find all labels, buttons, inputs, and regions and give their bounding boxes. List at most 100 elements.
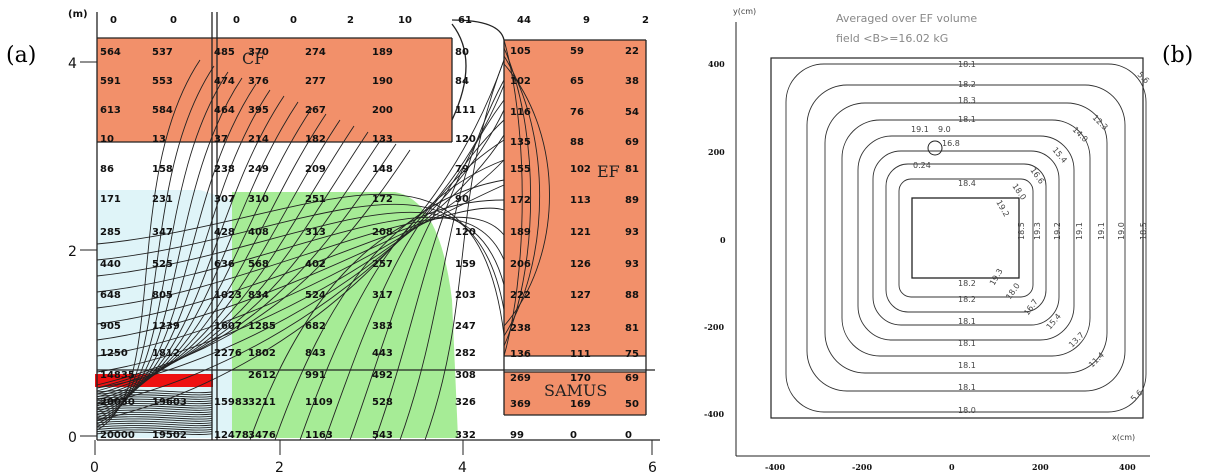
y-tick-label: 0: [720, 235, 726, 245]
field-value: 383: [372, 321, 393, 332]
contour-label: 18.1: [958, 115, 976, 124]
field-value: 93: [625, 227, 639, 238]
field-line: [96, 137, 383, 392]
field-value: 80: [455, 47, 469, 58]
field-value: 402: [305, 259, 326, 270]
left-y-axis: 0 2 4: [68, 56, 97, 446]
field-value: 0: [233, 15, 240, 26]
field-value: 182: [305, 134, 326, 145]
right-panel: (b) y(cm) x(cm) Averaged over EF volume …: [704, 7, 1193, 472]
field-value: 19603: [152, 397, 187, 408]
field-value: 170: [570, 373, 591, 384]
left-panel: (a) 0 0 0 0 2 10 61 44: [6, 9, 660, 476]
contour-label: 18.2: [958, 295, 976, 304]
contour-line: [824, 102, 1108, 374]
field-value: 326: [455, 397, 476, 408]
field-line: [96, 409, 213, 413]
field-value: 1607: [214, 321, 242, 332]
field-value: 332: [455, 430, 476, 441]
field-value: 584: [152, 105, 173, 116]
field-value: 120: [455, 227, 476, 238]
field-value: 805: [152, 290, 173, 301]
field-value: 485: [214, 47, 235, 58]
contour-label: 18.2: [958, 80, 976, 89]
field-value: 313: [305, 227, 326, 238]
field-line: [96, 113, 327, 404]
field-value: 12478: [214, 430, 249, 441]
field-line: [299, 159, 505, 441]
field-line: [96, 207, 505, 325]
field-value: 464: [214, 105, 235, 116]
y-tick-label: -400: [704, 409, 724, 419]
field-value: 203: [455, 290, 476, 301]
y-tick-label: 400: [708, 59, 725, 69]
field-line: [96, 125, 355, 398]
field-value: 105: [510, 46, 531, 57]
chart-title-line1: Averaged over EF volume: [836, 12, 977, 25]
field-value: 15983: [214, 397, 249, 408]
field-value: 88: [625, 290, 639, 301]
y-tick-label: 4: [68, 56, 77, 72]
field-value: 1239: [152, 321, 180, 332]
field-value: 10: [100, 134, 114, 145]
field-value: 443: [372, 348, 393, 359]
field-value: 121: [570, 227, 591, 238]
field-value: 123: [570, 323, 591, 334]
field-value: 0: [170, 15, 177, 26]
field-value: 116: [510, 107, 531, 118]
field-value: 0: [110, 15, 117, 26]
field-value: 189: [372, 47, 393, 58]
field-value: 206: [510, 259, 531, 270]
field-value: 135: [510, 137, 531, 148]
field-value: 440: [100, 259, 121, 270]
field-value: 102: [570, 164, 591, 175]
field-line: [96, 211, 505, 286]
contour-label: 0.24: [913, 161, 931, 170]
cf-label: CF: [242, 49, 265, 68]
field-value: 3476: [248, 430, 276, 441]
field-value: 1812: [152, 348, 180, 359]
field-value: 231: [152, 194, 173, 205]
field-value: 214: [248, 134, 269, 145]
field-value: 247: [455, 321, 476, 332]
field-line: [96, 143, 397, 389]
field-value: 2: [642, 15, 649, 26]
field-line: [96, 414, 213, 418]
field-value: 591: [100, 76, 121, 87]
field-value: 111: [570, 349, 591, 360]
contour-line: [806, 84, 1126, 392]
contour-label: 11.4: [1087, 350, 1106, 369]
field-line: [96, 184, 505, 341]
samus-label: SAMUS: [544, 381, 607, 400]
field-value: 991: [305, 370, 326, 381]
field-value: 285: [100, 227, 121, 238]
field-line: [96, 394, 213, 398]
field-value: 492: [372, 370, 393, 381]
contour-line: [872, 150, 1060, 326]
x-tick-label: -400: [765, 462, 785, 472]
field-value: 75: [625, 349, 639, 360]
ef-region: [504, 40, 646, 356]
contour-label: 18.0: [1010, 182, 1028, 202]
field-value: 843: [305, 348, 326, 359]
field-value: 81: [625, 323, 639, 334]
field-line: [96, 400, 213, 405]
contour-label: 15.4: [1045, 312, 1063, 331]
y-tick-label: 0: [68, 430, 77, 446]
field-value: 14835: [100, 370, 135, 381]
field-value: 126: [570, 259, 591, 270]
field-value: 1250: [100, 348, 128, 359]
field-value: 133: [372, 134, 393, 145]
field-line: [503, 39, 523, 357]
field-value: 171: [100, 194, 121, 205]
field-value: 613: [100, 105, 121, 116]
contour-label: 18.2: [958, 279, 976, 288]
x-tick-label: 4: [458, 460, 467, 476]
contour-line: [898, 178, 1034, 298]
y-tick-label: 2: [68, 244, 77, 260]
contour-label: 16.6: [1028, 166, 1046, 186]
field-value: 113: [570, 195, 591, 206]
field-value: 648: [100, 290, 121, 301]
field-line: [96, 389, 213, 394]
panel-label-b: (b): [1162, 43, 1193, 68]
